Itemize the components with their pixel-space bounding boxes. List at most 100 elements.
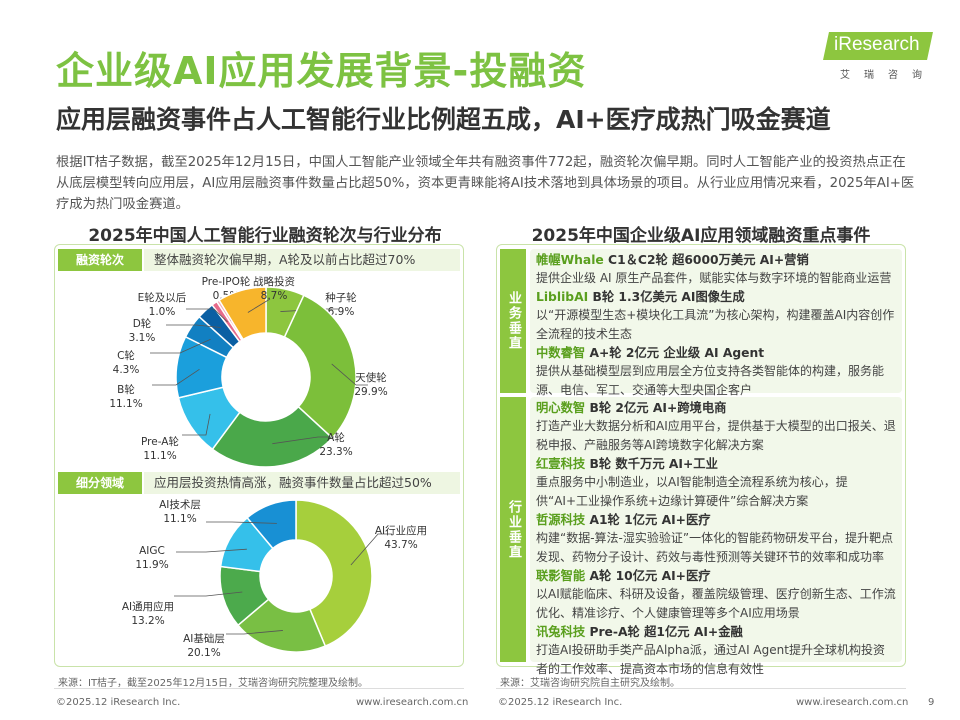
page-subtitle: 应用层融资事件占人工智能行业比例超五成，AI+医疗成热门吸金赛道 (56, 105, 831, 134)
rounds-desc: 整体融资轮次偏早期，A轮及以前占比超过70% (144, 249, 460, 271)
slice-value-label: 6.9% (328, 306, 355, 318)
slice-label: E轮及以后 (138, 291, 187, 304)
right-source: 来源：艾瑞咨询研究院自主研究及绘制。 (500, 678, 680, 689)
event-deal: C1＆C2轮 超6000万美元 AI+营销 (603, 253, 809, 267)
event-deal: B轮 数千万元 AI+工业 (585, 457, 718, 471)
slice-label: 战略投资 (253, 275, 295, 288)
leader-line (166, 324, 221, 328)
leader-line (272, 436, 334, 445)
slice-label: Pre-A轮 (141, 435, 179, 448)
event-description: 提供企业级 AI 原生产品套件，赋能实体与数字环境的智能商业运营 (536, 271, 892, 285)
leader-line (182, 413, 211, 436)
event-header: 帷幄Whale C1＆C2轮 超6000万美元 AI+营销 (536, 251, 896, 269)
event-description: 以AI赋能临床、科研及设备，覆盖院级管理、医疗创新生态、工作流优化、精准诊疗、个… (536, 587, 896, 620)
leader-line (350, 533, 392, 566)
event-company: 红壹科技 (536, 457, 586, 471)
right-panel (496, 244, 906, 667)
event-description: 构建“数据-算法-湿实验验证”一体化的智能药物研发平台，提升靶点发现、药物分子设… (536, 531, 894, 564)
leader-line (176, 548, 247, 553)
event-description: 提供从基础模型层到应用层全方位支持各类智能体的构建，服务能源、电信、军工、交通等… (536, 364, 885, 397)
leader-line (226, 630, 283, 635)
footer-copyright-left: ©2025.12 iResearch Inc. (56, 697, 181, 708)
slice-value-label: 43.7% (384, 539, 417, 551)
event-item: 讯兔科技 Pre-A轮 超1亿元 AI+金融打造AI投研助手类产品Alpha派，… (536, 623, 896, 679)
event-item: LiblibAI B轮 1.3亿美元 AI图像生成以“开源模型生态+模块化工具流… (536, 288, 896, 344)
leader-line (331, 363, 368, 386)
event-deal: A1轮 1亿元 AI+医疗 (585, 513, 711, 527)
event-company: LiblibAI (536, 290, 589, 304)
event-deal: A+轮 2亿元 企业级 AI Agent (585, 346, 765, 360)
event-deal: B轮 1.3亿美元 AI图像生成 (588, 290, 745, 304)
page-title: 企业级AI应用发展背景-投融资 (56, 49, 587, 93)
left-panel-title: 2025年中国人工智能行业融资轮次与行业分布 (88, 226, 442, 246)
footer-copyright-right: ©2025.12 iResearch Inc. (498, 697, 623, 708)
rounds-donut-chart: 种子轮 6.9% 天使轮 29.9% A轮 23.3% Pre-A轮 11.1% B轮 11.1%… (109, 275, 388, 468)
sector-tag: 细分领域 (58, 472, 142, 494)
event-company: 哲源科技 (536, 513, 586, 527)
slice-label: D轮 (133, 317, 152, 330)
leader-line (186, 308, 228, 323)
event-item: 哲源科技 A1轮 1亿元 AI+医疗构建“数据-算法-湿实验验证”一体化的智能药… (536, 511, 896, 567)
slice-label: 种子轮 (325, 291, 357, 304)
leader-line (152, 368, 200, 386)
group-industry-vertical: 行业垂直 (500, 397, 526, 662)
right-panel-title: 2025年中国企业级AI应用领域融资重点事件 (531, 226, 871, 246)
event-company: 明心数智 (536, 401, 586, 415)
slice-value-label: 23.3% (319, 446, 352, 458)
event-company: 联影智能 (536, 569, 586, 583)
slice-value-label: 1.0% (149, 306, 176, 318)
event-header: 哲源科技 A1轮 1亿元 AI+医疗 (536, 511, 896, 529)
event-description: 以“开源模型生态+模块化工具流”为核心架构，构建覆盖AI内容创作全流程的技术生态 (536, 308, 895, 341)
slice-value-label: 29.9% (354, 386, 387, 398)
intro-paragraph: 根据IT桔子数据，截至2025年12月15日，中国人工智能产业领域全年共有融资事… (56, 155, 915, 212)
left-source: 来源：IT桔子，截至2025年12月15日，艾瑞咨询研究院整理及绘制。 (58, 678, 368, 689)
event-company: 帷幄Whale (536, 253, 604, 267)
left-panel (54, 244, 464, 667)
logo-subtext: 艾瑞咨询 (840, 70, 936, 81)
slice-value-label: 11.9% (135, 559, 168, 571)
slice-value-label: 13.2% (131, 615, 164, 627)
event-company: 中数睿智 (536, 346, 586, 360)
slice-label: AI行业应用 (375, 524, 427, 537)
iresearch-logo: iResearch 艾瑞咨询 (823, 32, 936, 82)
event-description: 重点服务中小制造业，以AI智能制造全流程系统为核心，提供“AI+工业操作系统+边… (536, 475, 848, 508)
footer-divider-right (496, 688, 906, 689)
leader-line (174, 591, 243, 597)
event-item: 帷幄Whale C1＆C2轮 超6000万美元 AI+营销提供企业级 AI 原生… (536, 251, 896, 288)
slice-label: B轮 (117, 383, 135, 396)
event-header: 红壹科技 B轮 数千万元 AI+工业 (536, 455, 896, 473)
donut-slice (218, 286, 267, 341)
slice-label: AI基础层 (183, 632, 225, 645)
slice-label: 天使轮 (355, 371, 387, 384)
leader-line (150, 338, 211, 354)
slice-value-label: 11.1% (143, 450, 176, 462)
industry-events-box: 明心数智 B轮 2亿元 AI+跨境电商打造产业大数据分析和AI应用平台，提供基于… (530, 397, 902, 676)
event-deal: Pre-A轮 超1亿元 AI+金融 (585, 625, 743, 639)
event-description: 打造AI投研助手类产品Alpha派，通过AI Agent提升全球机构投资者的工作… (536, 643, 885, 676)
event-description: 打造产业大数据分析和AI应用平台，提供基于大模型的出口报关、退税申报、产融服务等… (536, 419, 896, 452)
slice-value-label: 4.3% (113, 364, 140, 376)
donut-slice (295, 499, 373, 648)
event-company: 讯兔科技 (536, 625, 586, 639)
business-events-box: 帷幄Whale C1＆C2轮 超6000万美元 AI+营销提供企业级 AI 原生… (530, 249, 902, 397)
rounds-tag: 融资轮次 (58, 249, 142, 271)
event-header: 明心数智 B轮 2亿元 AI+跨境电商 (536, 399, 896, 417)
footer-url-left: www.iresearch.com.cn (356, 697, 469, 708)
slice-label: AIGC (139, 545, 165, 557)
slice-label: A轮 (327, 431, 345, 444)
slice-label: AI通用应用 (122, 600, 174, 613)
event-item: 联影智能 A轮 10亿元 AI+医疗以AI赋能临床、科研及设备，覆盖院级管理、医… (536, 567, 896, 623)
slice-label: AI技术层 (159, 498, 201, 511)
leader-line (247, 298, 271, 313)
donut-slice (283, 294, 357, 439)
leader-line (206, 521, 277, 524)
donut-slice (246, 499, 297, 550)
sector-desc: 应用层投资热情高涨，融资事件数量占比超过50% (144, 472, 460, 494)
event-header: 讯兔科技 Pre-A轮 超1亿元 AI+金融 (536, 623, 896, 641)
slice-value-label: 11.1% (163, 513, 196, 525)
sector-donut-chart: AI行业应用 43.7% AI基础层 20.1% AI通用应用 13.2% AIGC 11.9… (122, 498, 427, 659)
slice-label: C轮 (117, 349, 135, 362)
logo-text: iResearch (834, 34, 920, 55)
event-header: 联影智能 A轮 10亿元 AI+医疗 (536, 567, 896, 585)
event-deal: A轮 10亿元 AI+医疗 (585, 569, 711, 583)
